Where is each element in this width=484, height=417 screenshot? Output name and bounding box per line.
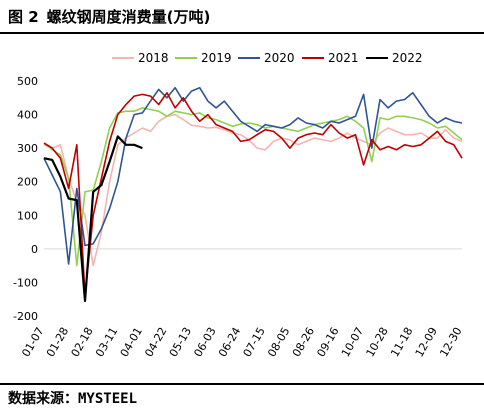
x-tick-label: 10-07: [339, 325, 366, 359]
chart-series: [43, 86, 463, 302]
x-axis: 01-0701-2802-1803-1104-0104-2205-1306-03…: [19, 248, 465, 359]
legend-label-2021: 2021: [328, 51, 359, 65]
legend-label-2019: 2019: [201, 51, 232, 65]
top-rule: [0, 32, 484, 34]
figure-title: 图 2 螺纹钢周度消费量(万吨): [8, 6, 210, 27]
series-line-2022: [43, 135, 143, 302]
x-tick-label: 05-13: [167, 325, 194, 359]
y-tick-label: 200: [17, 176, 38, 189]
x-tick-label: 10-28: [364, 325, 391, 359]
y-tick-label: 0: [31, 243, 38, 256]
x-tick-label: 01-07: [19, 325, 46, 359]
x-tick-label: 01-28: [44, 325, 71, 359]
y-tick-label: 100: [17, 209, 38, 222]
chart-legend: 2018 2019 2020 2021 2022: [112, 51, 423, 65]
legend-label-2020: 2020: [264, 51, 295, 65]
bottom-rule: [0, 383, 484, 385]
x-tick-label: 06-03: [191, 325, 218, 359]
x-tick-label: 07-15: [241, 325, 268, 359]
y-axis: -200 -100 0 100 200 300 400 500: [13, 75, 38, 323]
y-tick-label: -200: [13, 310, 38, 323]
legend-label-2018: 2018: [138, 51, 169, 65]
legend-label-2022: 2022: [392, 51, 423, 65]
x-tick-label: 12-30: [437, 325, 464, 359]
x-tick-label: 11-18: [388, 325, 415, 359]
x-tick-label: 04-01: [118, 325, 145, 359]
x-tick-label: 02-18: [69, 325, 96, 359]
x-tick-label: 09-16: [314, 325, 341, 359]
y-tick-label: 500: [17, 75, 38, 88]
x-tick-label: 04-22: [142, 325, 169, 359]
x-tick-label: 08-05: [265, 325, 292, 359]
series-line-2019: [43, 107, 463, 267]
y-tick-label: -100: [13, 276, 38, 289]
series-line-2018: [43, 113, 463, 267]
data-source: 数据来源：MYSTEEL: [8, 391, 138, 407]
x-tick-label: 12-09: [413, 325, 440, 359]
figure-title-text: 螺纹钢周度消费量(万吨): [46, 8, 211, 26]
figure-label: 图 2: [8, 8, 39, 26]
x-tick-label: 08-26: [290, 325, 317, 359]
y-tick-label: 400: [17, 109, 38, 122]
x-tick-label: 06-24: [216, 325, 243, 359]
series-line-2020: [43, 86, 463, 265]
x-tick-label: 03-11: [93, 325, 120, 359]
y-tick-label: 300: [17, 142, 38, 155]
series-line-2021: [43, 92, 463, 297]
